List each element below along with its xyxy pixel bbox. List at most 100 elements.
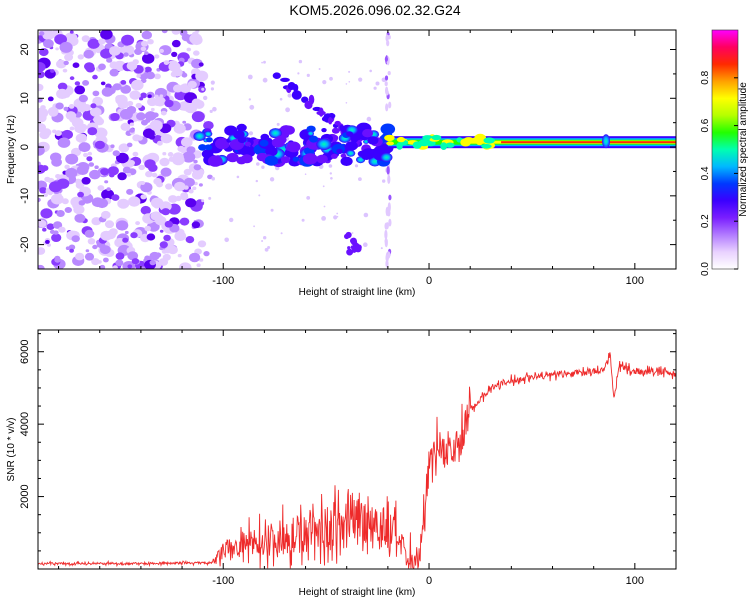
band-blob <box>361 151 372 160</box>
noise-blob <box>99 245 111 255</box>
noise-blob <box>146 233 156 241</box>
noise-blob <box>91 258 100 266</box>
snr-series-line <box>38 352 676 569</box>
faint-blob <box>321 216 326 221</box>
noise-blob <box>159 94 164 98</box>
cluster-blob <box>347 249 354 255</box>
faint-blob <box>258 194 261 197</box>
noise-blob <box>163 234 171 242</box>
noise-blob <box>181 137 193 148</box>
faint-blob <box>345 83 348 85</box>
noise-blob <box>148 134 156 140</box>
plot-frame-bottom <box>37 329 677 570</box>
faint-blob <box>264 247 269 252</box>
noise-blob <box>78 94 88 103</box>
noise-blob <box>42 30 55 41</box>
noise-blob <box>115 252 125 260</box>
noise-blob <box>69 111 75 117</box>
noise-blob <box>77 54 85 60</box>
noise-blob <box>78 142 91 153</box>
noise-blob <box>193 164 202 171</box>
noise-blob <box>81 35 90 43</box>
noise-blob <box>38 70 45 79</box>
noise-blob <box>160 133 173 144</box>
noise-blob <box>192 186 197 191</box>
noise-blob <box>75 133 88 143</box>
noise-blob <box>100 230 113 241</box>
y-tick-label-bottom: 6000 <box>19 339 31 363</box>
faint-blob <box>270 208 274 212</box>
noise-blob <box>55 102 64 110</box>
carrier-blob <box>418 139 430 147</box>
noise-blob <box>189 252 201 263</box>
faint-blob <box>224 237 229 243</box>
noise-blob <box>87 127 98 136</box>
noise-blob <box>89 169 101 180</box>
noise-blob <box>65 153 79 165</box>
colorbar-tick-label: 0.8 <box>700 70 711 84</box>
noise-blob <box>164 220 173 228</box>
noise-blob <box>199 258 204 262</box>
noise-blob <box>98 63 106 71</box>
y-tick-label-bottom: 2000 <box>19 484 31 508</box>
band-blob <box>207 155 223 167</box>
noise-blob <box>87 151 93 156</box>
faint-blob <box>208 196 212 200</box>
noise-blob <box>79 123 88 131</box>
streak-blob <box>386 166 390 175</box>
band-blob <box>330 153 338 159</box>
noise-blob <box>86 156 93 162</box>
noise-blob <box>138 164 145 171</box>
noise-blob <box>131 258 140 265</box>
streak-blob <box>388 194 392 201</box>
noise-blob <box>109 68 119 77</box>
noise-blob <box>111 194 120 201</box>
noise-blob <box>171 39 181 48</box>
band-blob <box>206 137 213 143</box>
noise-blob <box>53 221 63 229</box>
noise-blob <box>165 183 173 190</box>
y-tick-label-top: 20 <box>19 43 31 55</box>
carrier-spot <box>602 134 611 149</box>
faint-blob <box>336 212 339 215</box>
noise-blob <box>146 71 155 80</box>
noise-blob <box>154 96 166 107</box>
streak-blob <box>384 229 388 240</box>
noise-blob <box>115 220 129 231</box>
faint-blob <box>280 232 283 235</box>
noise-blob <box>49 229 55 234</box>
band-blob <box>321 128 327 133</box>
noise-blob <box>154 94 159 99</box>
noise-blob <box>69 126 75 131</box>
noise-blob <box>149 259 156 266</box>
noise-blob <box>198 183 203 187</box>
noise-blob <box>72 62 80 68</box>
noise-blob <box>144 118 151 123</box>
faint-blob <box>276 122 280 126</box>
band-blob <box>240 154 253 164</box>
noise-blob <box>90 107 102 117</box>
noise-blob <box>203 121 214 130</box>
noise-blob <box>65 167 78 179</box>
noise-blob <box>39 130 50 140</box>
noise-blob <box>99 264 106 269</box>
cluster-blob <box>350 245 355 250</box>
noise-blob <box>73 204 85 215</box>
faint-blob <box>328 164 333 168</box>
noise-blob <box>147 39 154 45</box>
band-blob <box>331 127 340 134</box>
streak-blob <box>385 259 389 268</box>
noise-blob <box>69 30 74 34</box>
faint-blob <box>358 177 362 182</box>
noise-blob <box>92 74 98 80</box>
faint-blob <box>369 69 373 73</box>
noise-blob <box>106 57 113 63</box>
noise-blob <box>147 160 152 164</box>
chart-title: KOM5.2026.096.02.32.G24 <box>289 2 461 18</box>
noise-blob <box>87 38 100 49</box>
noise-blob <box>112 150 121 157</box>
band-blob <box>292 156 300 162</box>
band-blob <box>307 130 315 137</box>
noise-blob <box>129 122 135 127</box>
faint-blob <box>287 93 292 98</box>
